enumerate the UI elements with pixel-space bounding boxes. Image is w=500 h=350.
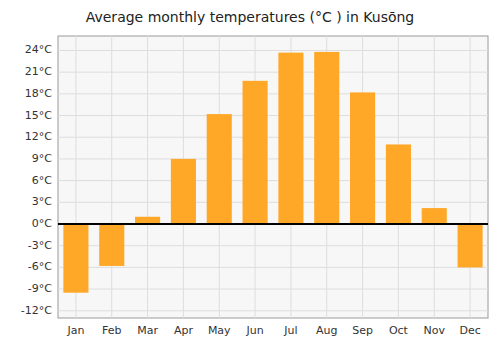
x-tick-label: Dec xyxy=(459,324,480,337)
y-grid-line xyxy=(58,289,488,290)
y-tick-label: 6°C xyxy=(32,174,52,187)
y-grid-line xyxy=(58,72,488,73)
y-grid-line xyxy=(58,310,488,311)
bar xyxy=(314,52,339,224)
y-tick-label: -3°C xyxy=(28,239,52,252)
y-tick-label: -6°C xyxy=(28,260,52,273)
plot-frame xyxy=(58,36,488,318)
x-tick-label: Sep xyxy=(352,324,373,337)
y-grid-line xyxy=(58,158,488,159)
x-grid-line xyxy=(470,36,471,318)
y-grid-line xyxy=(58,93,488,94)
bar xyxy=(135,217,160,224)
bar xyxy=(278,53,303,224)
y-grid-line xyxy=(58,267,488,268)
y-grid-line xyxy=(58,224,488,225)
y-tick-label: -12°C xyxy=(21,304,52,317)
y-tick-label: 24°C xyxy=(25,43,52,56)
bar xyxy=(422,208,447,224)
y-tick-label: 21°C xyxy=(25,65,52,78)
bar xyxy=(386,144,411,224)
x-tick-label: Jul xyxy=(283,324,297,337)
bar xyxy=(207,114,232,224)
grid xyxy=(58,36,488,318)
y-tick-label: 3°C xyxy=(32,195,52,208)
bar xyxy=(171,159,196,224)
y-grid-line xyxy=(58,202,488,203)
x-tick-label: Mar xyxy=(137,324,158,337)
x-tick-label: Oct xyxy=(389,324,409,337)
bar xyxy=(458,224,483,267)
y-grid-line xyxy=(58,115,488,116)
bar xyxy=(99,224,124,266)
x-tick-label: Feb xyxy=(102,324,121,337)
y-grid-line xyxy=(58,180,488,181)
axes: -12°C -9°C -6°C -3°C 0°C 3°C 6°C 9°C 12°C 15°C 18°… xyxy=(21,43,481,337)
bar xyxy=(350,92,375,224)
x-tick-label: Apr xyxy=(174,324,194,337)
y-tick-label: 12°C xyxy=(25,130,52,143)
x-grid-line xyxy=(111,36,112,318)
x-grid-line xyxy=(434,36,435,318)
y-tick-label: 9°C xyxy=(32,152,52,165)
y-tick-label: 18°C xyxy=(25,87,52,100)
bars xyxy=(63,52,482,293)
x-tick-label: Jan xyxy=(66,324,84,337)
chart: -12°C -9°C -6°C -3°C 0°C 3°C 6°C 9°C 12°C 15°C 18°… xyxy=(0,0,500,350)
x-tick-label: Aug xyxy=(316,324,337,337)
title: Average monthly temperatures (°C ) in Ku… xyxy=(86,9,415,25)
bar xyxy=(243,81,268,224)
x-grid-line xyxy=(147,36,148,318)
y-tick-label: -9°C xyxy=(28,282,52,295)
bar xyxy=(63,224,88,293)
y-grid-line xyxy=(58,50,488,51)
y-tick-label: 0°C xyxy=(32,217,52,230)
y-grid-line xyxy=(58,137,488,138)
x-tick-label: May xyxy=(208,324,231,337)
x-tick-label: Jun xyxy=(245,324,263,337)
zero-line xyxy=(58,223,488,225)
y-tick-label: 15°C xyxy=(25,109,52,122)
x-tick-label: Nov xyxy=(424,324,446,337)
